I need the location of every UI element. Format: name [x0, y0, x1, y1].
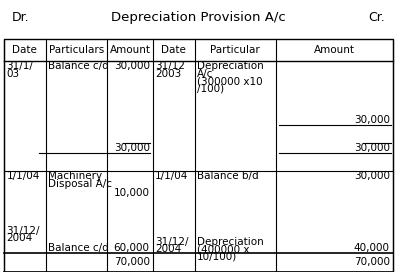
Text: Amount: Amount [110, 45, 150, 55]
Text: 40,000: 40,000 [354, 243, 390, 253]
Text: 30,000: 30,000 [114, 143, 150, 153]
Text: Particular: Particular [210, 45, 260, 55]
Text: 70,000: 70,000 [114, 258, 150, 267]
Text: (400000 x: (400000 x [197, 244, 249, 254]
Text: Depreciation: Depreciation [197, 237, 264, 246]
Text: Disposal A/c: Disposal A/c [48, 179, 112, 189]
Text: Balance c/d: Balance c/d [48, 243, 109, 253]
Text: Date: Date [12, 45, 37, 55]
Text: Depreciation: Depreciation [197, 61, 264, 71]
Text: 60,000: 60,000 [114, 243, 150, 253]
Text: 31/12/: 31/12/ [155, 237, 189, 246]
Text: 31/12/: 31/12/ [6, 226, 40, 236]
Text: 30,000: 30,000 [354, 143, 390, 153]
Text: 30,000: 30,000 [114, 61, 150, 71]
Text: 03: 03 [6, 69, 19, 79]
Text: 31/1/: 31/1/ [6, 61, 33, 71]
Text: Particulars: Particulars [49, 45, 104, 55]
Text: Cr.: Cr. [368, 11, 385, 24]
Text: 10/100): 10/100) [197, 252, 237, 262]
Text: 30,000: 30,000 [354, 171, 390, 181]
Text: Balance c/d: Balance c/d [48, 61, 109, 71]
Text: 10,000: 10,000 [114, 188, 150, 197]
Bar [4, 39, 393, 272]
Text: A/c: A/c [197, 69, 213, 79]
Text: Depreciation Provision A/c: Depreciation Provision A/c [111, 11, 286, 24]
Text: (300000 x10: (300000 x10 [197, 76, 262, 86]
Text: 1/1/04: 1/1/04 [155, 171, 189, 181]
Text: 2003: 2003 [155, 69, 181, 79]
Text: 30,000: 30,000 [354, 115, 390, 125]
Text: /100): /100) [197, 84, 224, 94]
Text: 70,000: 70,000 [354, 258, 390, 267]
Text: Amount: Amount [314, 45, 355, 55]
Text: 2004: 2004 [155, 244, 181, 254]
Text: 2004: 2004 [6, 233, 33, 243]
Text: Balance b/d: Balance b/d [197, 171, 258, 181]
Text: Date: Date [161, 45, 186, 55]
Text: 1/1/04: 1/1/04 [6, 171, 40, 181]
Text: Dr.: Dr. [12, 11, 29, 24]
Text: 31/12: 31/12 [155, 61, 185, 71]
Text: Machinery: Machinery [48, 171, 102, 181]
